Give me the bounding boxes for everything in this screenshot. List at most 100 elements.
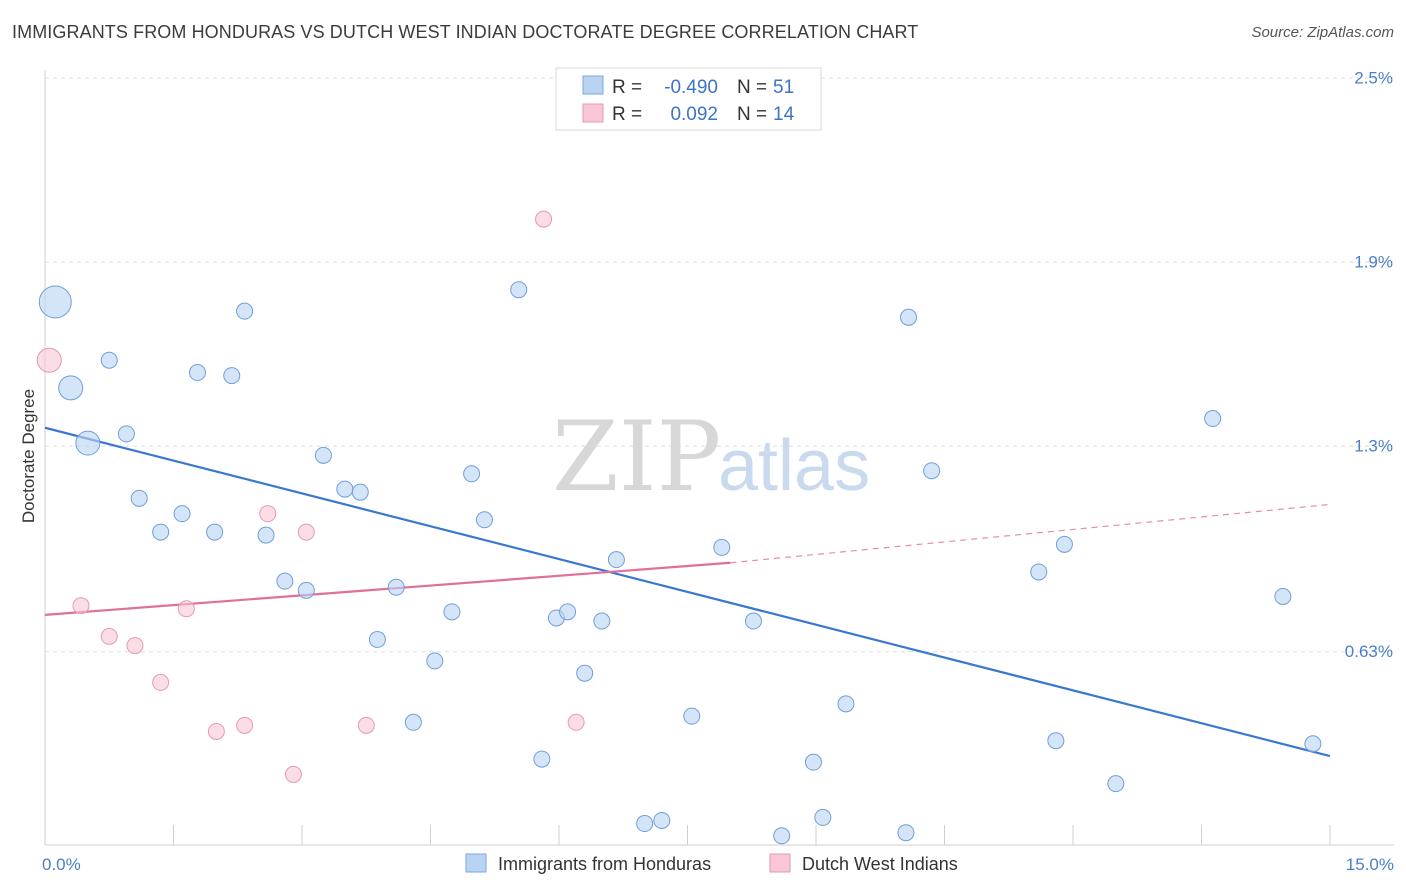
point-honduras [1055,535,1073,553]
top-legend: R = -0.490 N = 51 R = 0.092 N = 14 [555,67,822,131]
point-honduras [1107,775,1125,793]
point-honduras [533,750,551,768]
point-honduras [117,425,135,443]
point-honduras [314,446,332,464]
trend-line-dutch [44,561,731,616]
axes [44,70,1394,846]
point-honduras [897,824,915,842]
point-honduras [923,462,941,480]
point-honduras [636,815,654,833]
y-tick-label: 0.63% [1345,642,1393,661]
x-tick-label: 0.0% [42,855,81,874]
point-honduras [1304,735,1322,753]
legend-n-label-1: N = [737,77,767,98]
legend-n-value-1: 51 [773,77,794,98]
point-honduras [236,302,254,320]
point-honduras [276,572,294,590]
point-honduras [173,505,191,523]
point-honduras [443,603,461,621]
point-honduras [463,465,481,483]
bottom-legend-swatch-honduras [465,853,487,873]
point-dutch [126,637,144,655]
point-honduras [683,707,701,725]
point-dutch [207,722,225,740]
point-honduras [404,713,422,731]
point-honduras [607,551,625,569]
point-honduras [152,523,170,541]
point-honduras [38,285,72,319]
legend-r-label-1: R = [612,77,642,98]
watermark-zip: ZIP [552,401,721,513]
point-honduras [188,364,206,382]
source-label: Source: ZipAtlas.com [1251,24,1394,41]
point-dutch [259,505,277,523]
data-points [36,210,1322,845]
point-honduras [100,351,118,369]
trend-lines [44,426,1331,758]
point-dutch [100,627,118,645]
point-honduras [559,603,577,621]
point-dutch [535,210,553,228]
point-honduras [713,538,731,556]
watermark-atlas: atlas [718,426,870,506]
point-honduras [773,827,791,845]
point-honduras [593,612,611,630]
y-tick-label: 2.5% [1354,68,1393,87]
point-honduras [1274,587,1292,605]
point-honduras [58,375,84,401]
legend-swatch-honduras [582,75,604,95]
y-tick-label: 1.9% [1354,253,1393,272]
point-dutch [357,716,375,734]
point-dutch [567,713,585,731]
bottom-legend-honduras: Immigrants from Honduras [498,854,711,874]
point-honduras [814,808,832,826]
legend-n-value-2: 14 [773,104,795,125]
bottom-legend: Immigrants from Honduras Dutch West Indi… [465,853,958,874]
point-dutch [297,523,315,541]
point-honduras [223,367,241,385]
trend-line-honduras [44,426,1331,758]
point-honduras [1047,732,1065,750]
point-honduras [744,612,762,630]
point-honduras [510,281,528,299]
legend-r-value-2: 0.092 [670,104,718,125]
point-honduras [387,578,405,596]
legend-r-value-1: -0.490 [664,77,718,98]
legend-swatch-dutch [582,103,604,123]
point-dutch [177,600,195,618]
point-honduras [475,511,493,529]
legend-r-label-2: R = [612,104,642,125]
point-dutch [236,716,254,734]
point-honduras [257,526,275,544]
point-honduras [75,430,101,456]
point-honduras [297,581,315,599]
y-tick-label: 1.3% [1354,437,1393,456]
point-honduras [804,753,822,771]
trend-line-dutch-extension [730,503,1331,564]
point-honduras [837,695,855,713]
point-honduras [336,480,354,498]
x-tick-label: 15.0% [1346,855,1394,874]
point-honduras [1030,563,1048,581]
point-honduras [900,308,918,326]
chart-title: IMMIGRANTS FROM HONDURAS VS DUTCH WEST I… [12,22,919,42]
legend-n-label-2: N = [737,104,767,125]
grid [45,77,1394,653]
y-axis-label: Doctorate Degree [19,389,38,523]
point-dutch [152,673,170,691]
point-dutch [284,765,302,783]
point-honduras [351,483,369,501]
point-honduras [206,523,224,541]
point-honduras [653,811,671,829]
point-honduras [426,652,444,670]
bottom-legend-dutch: Dutch West Indians [802,854,958,874]
point-honduras [576,664,594,682]
point-honduras [1204,410,1222,428]
tick-labels: 0.63% 1.3% 1.9% 2.5% 0.0% 15.0% [42,68,1394,874]
point-dutch [72,597,90,615]
bottom-legend-swatch-dutch [769,853,791,873]
point-dutch [36,347,62,373]
point-honduras [130,489,148,507]
point-honduras [368,630,386,648]
